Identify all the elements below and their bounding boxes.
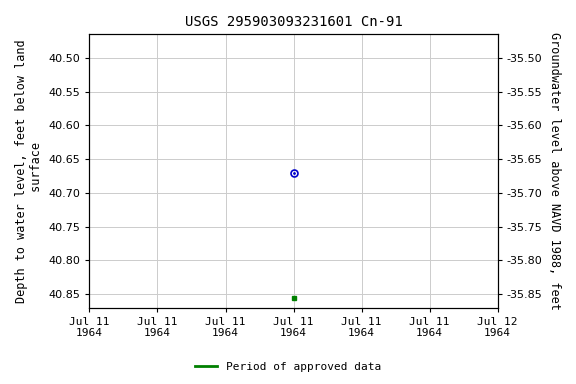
Title: USGS 295903093231601 Cn-91: USGS 295903093231601 Cn-91 <box>185 15 403 29</box>
Y-axis label: Depth to water level, feet below land
 surface: Depth to water level, feet below land su… <box>15 39 43 303</box>
Legend: Period of approved data: Period of approved data <box>191 358 385 377</box>
Y-axis label: Groundwater level above NAVD 1988, feet: Groundwater level above NAVD 1988, feet <box>548 32 561 310</box>
